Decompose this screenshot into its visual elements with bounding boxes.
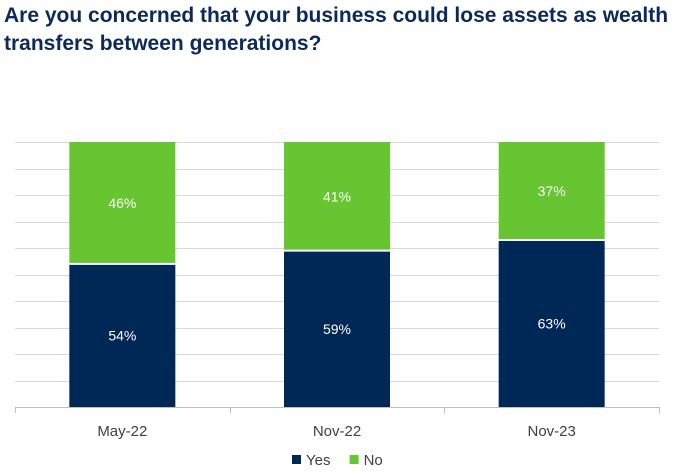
bars [69, 142, 605, 407]
bar-yes-may-22 [69, 263, 176, 407]
legend-label-no: No [364, 452, 383, 469]
bar-no-nov-23 [498, 142, 605, 241]
data-label: 37% [538, 183, 566, 199]
x-axis [15, 407, 660, 413]
x-tick-label: Nov-23 [527, 423, 575, 440]
data-label: 41% [323, 188, 351, 204]
data-label: 46% [108, 195, 136, 211]
bar-yes-nov-23 [498, 240, 605, 407]
legend-label-yes: Yes [306, 452, 330, 469]
legend: Yes No [292, 452, 383, 469]
bar-no-may-22 [69, 142, 176, 264]
x-tick-label: Nov-22 [313, 423, 361, 440]
data-label: 63% [538, 316, 566, 332]
legend-swatch-no [349, 455, 359, 464]
bar-no-nov-22 [284, 142, 390, 251]
legend-swatch-yes [292, 455, 301, 464]
chart-title: Are you concerned that your business cou… [4, 4, 669, 55]
x-tick-labels: May-22 Nov-22 Nov-23 [97, 423, 576, 440]
data-label: 54% [108, 327, 136, 343]
bar-yes-nov-22 [284, 250, 390, 407]
data-label: 59% [323, 321, 351, 337]
data-labels: 54% 46% 59% 41% 63% 37% [108, 183, 565, 343]
x-tick-label: May-22 [97, 423, 147, 440]
